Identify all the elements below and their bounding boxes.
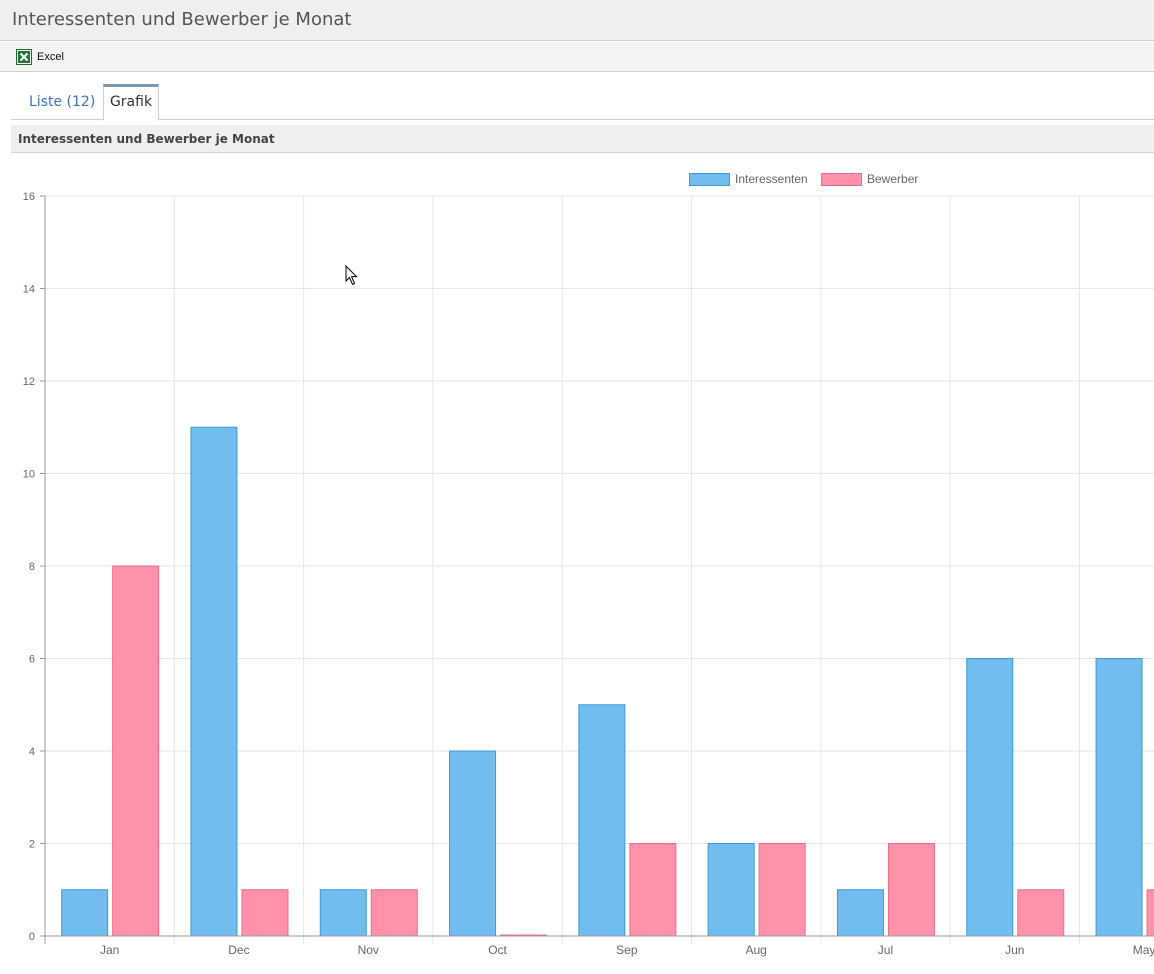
bar-interessenten bbox=[449, 750, 497, 937]
x-tick-label: Nov bbox=[358, 943, 379, 957]
tab-liste[interactable]: Liste (12) bbox=[29, 94, 96, 110]
x-tick-label: Sep bbox=[616, 943, 638, 957]
legend-swatch bbox=[689, 173, 730, 186]
excel-export-button[interactable]: Excel bbox=[16, 47, 64, 67]
x-tick-label: Jun bbox=[1005, 943, 1024, 957]
x-tick-label: Oct bbox=[488, 943, 507, 957]
page-title: Interessenten und Bewerber je Monat bbox=[12, 9, 352, 30]
bar-interessenten bbox=[319, 889, 367, 937]
bar-bewerber bbox=[629, 843, 677, 937]
y-tick-label: 10 bbox=[23, 469, 35, 481]
mouse-cursor-icon bbox=[345, 265, 358, 286]
tab-bar: Liste (12) Grafik bbox=[11, 84, 1154, 121]
legend-label: Interessenten bbox=[735, 172, 808, 186]
y-tick-label: 0 bbox=[29, 931, 35, 943]
x-tick-label: Aug bbox=[745, 943, 766, 957]
bar-interessenten bbox=[578, 704, 626, 937]
legend-label: Bewerber bbox=[867, 172, 918, 186]
bar-bewerber bbox=[1017, 889, 1065, 937]
bar-interessenten bbox=[836, 889, 884, 937]
panel-header: Interessenten und Bewerber je Monat bbox=[11, 125, 1154, 153]
bar-interessenten bbox=[1095, 658, 1143, 937]
bar-bewerber bbox=[370, 889, 418, 937]
bar-bewerber bbox=[1146, 889, 1154, 937]
y-tick-label: 8 bbox=[29, 561, 35, 573]
legend-item-bewerber[interactable]: Bewerber bbox=[821, 172, 919, 186]
legend-item-interessenten[interactable]: Interessenten bbox=[689, 172, 808, 186]
x-tick-label: Dec bbox=[228, 943, 249, 957]
chart-legend: Interessenten Bewerber bbox=[689, 172, 919, 186]
y-tick-label: 2 bbox=[29, 839, 35, 851]
y-tick-label: 14 bbox=[23, 284, 35, 296]
bar-bewerber bbox=[887, 843, 935, 937]
bar-interessenten bbox=[707, 843, 755, 937]
excel-label: Excel bbox=[37, 51, 64, 63]
y-tick-label: 16 bbox=[23, 191, 35, 203]
x-tick-label: Jan bbox=[100, 943, 119, 957]
chart-bars bbox=[61, 426, 1154, 937]
chart-axes: 0 2 4 6 8 10 12 14 16 Jan Dec Nov Oct Sep Aug Jul Jun May bbox=[23, 191, 1154, 957]
x-tick-label: May bbox=[1133, 943, 1154, 957]
bar-bewerber bbox=[112, 565, 160, 937]
y-tick-label: 12 bbox=[23, 376, 35, 388]
legend-swatch bbox=[821, 173, 862, 186]
panel-title: Interessenten und Bewerber je Monat bbox=[18, 132, 275, 146]
bar-chart: 0 2 4 6 8 10 12 14 16 Jan Dec Nov Oct Sep Aug Jul Jun May… bbox=[23, 172, 1154, 957]
excel-icon bbox=[16, 49, 32, 65]
x-tick-label: Jul bbox=[878, 943, 893, 957]
y-tick-label: 6 bbox=[29, 654, 35, 666]
title-bar: Interessenten und Bewerber je Monat bbox=[0, 0, 1154, 41]
bar-interessenten bbox=[966, 658, 1014, 937]
toolbar: Excel bbox=[0, 42, 1154, 72]
bar-interessenten bbox=[190, 426, 238, 937]
bar-bewerber bbox=[241, 889, 289, 937]
y-tick-label: 4 bbox=[29, 746, 35, 758]
bar-bewerber bbox=[758, 843, 806, 937]
tab-grafik[interactable]: Grafik bbox=[103, 84, 159, 121]
bar-interessenten bbox=[61, 889, 109, 937]
